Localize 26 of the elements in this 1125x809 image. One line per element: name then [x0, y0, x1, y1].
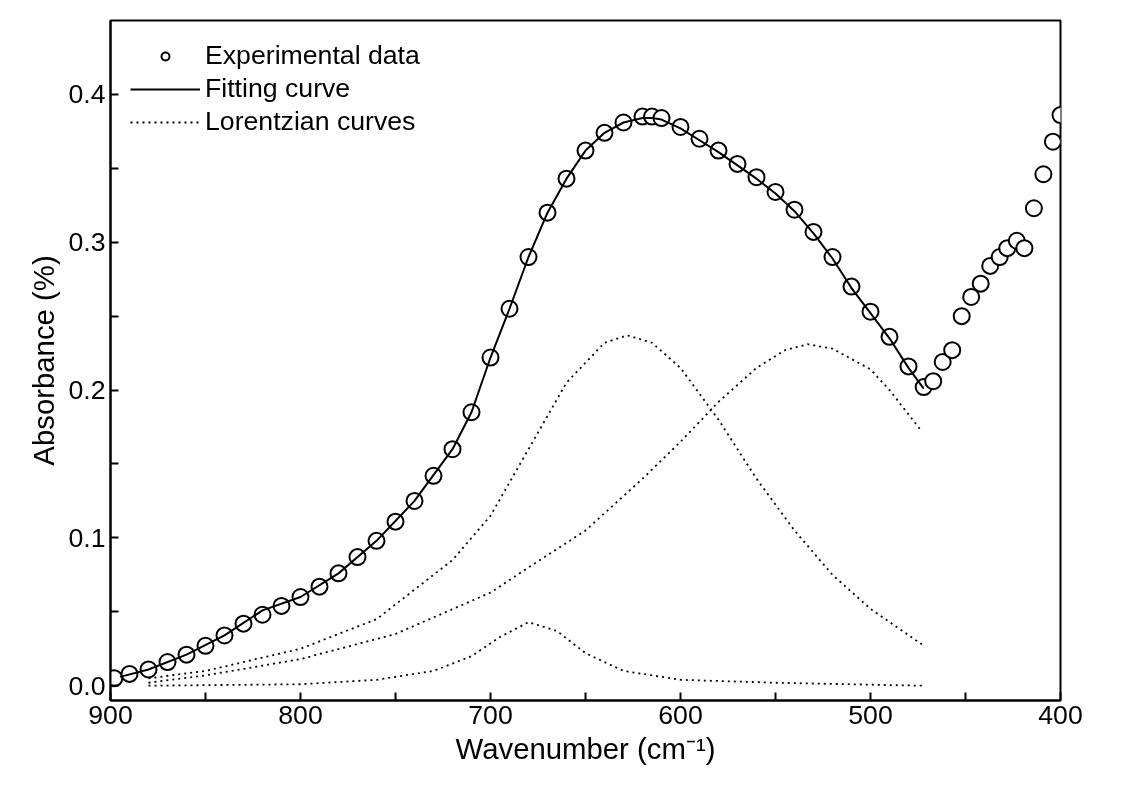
point — [962, 287, 981, 306]
y-tick-label: 0.1 — [68, 522, 106, 553]
x-tick-label: 500 — [848, 699, 893, 730]
x-tick-label: 900 — [88, 699, 133, 730]
x-tick-label: 600 — [658, 699, 703, 730]
y-axis-title: Absorbance (%) — [27, 255, 61, 466]
point — [952, 307, 971, 326]
point — [933, 352, 952, 371]
legend-label: Experimental data — [205, 40, 420, 71]
point — [1015, 239, 1034, 258]
y-tick-label: 0.4 — [68, 79, 106, 110]
point — [924, 372, 943, 391]
legend-label: Fitting curve — [205, 73, 351, 104]
x-axis-title: Wavenumber (cm⁻¹) — [455, 731, 716, 765]
point — [1043, 132, 1061, 151]
y-tick-label: 0.0 — [68, 670, 106, 701]
y-tick-label: 0.2 — [68, 375, 106, 406]
x-tick-label: 700 — [468, 699, 513, 730]
x-tick-label: 400 — [1038, 699, 1083, 730]
y-tick-label: 0.3 — [68, 227, 106, 258]
point — [1024, 199, 1043, 218]
point — [971, 274, 990, 293]
point — [1034, 165, 1053, 184]
point — [943, 341, 962, 360]
x-tick-label: 800 — [278, 699, 323, 730]
legend-label: Lorentzian curves — [205, 106, 416, 137]
